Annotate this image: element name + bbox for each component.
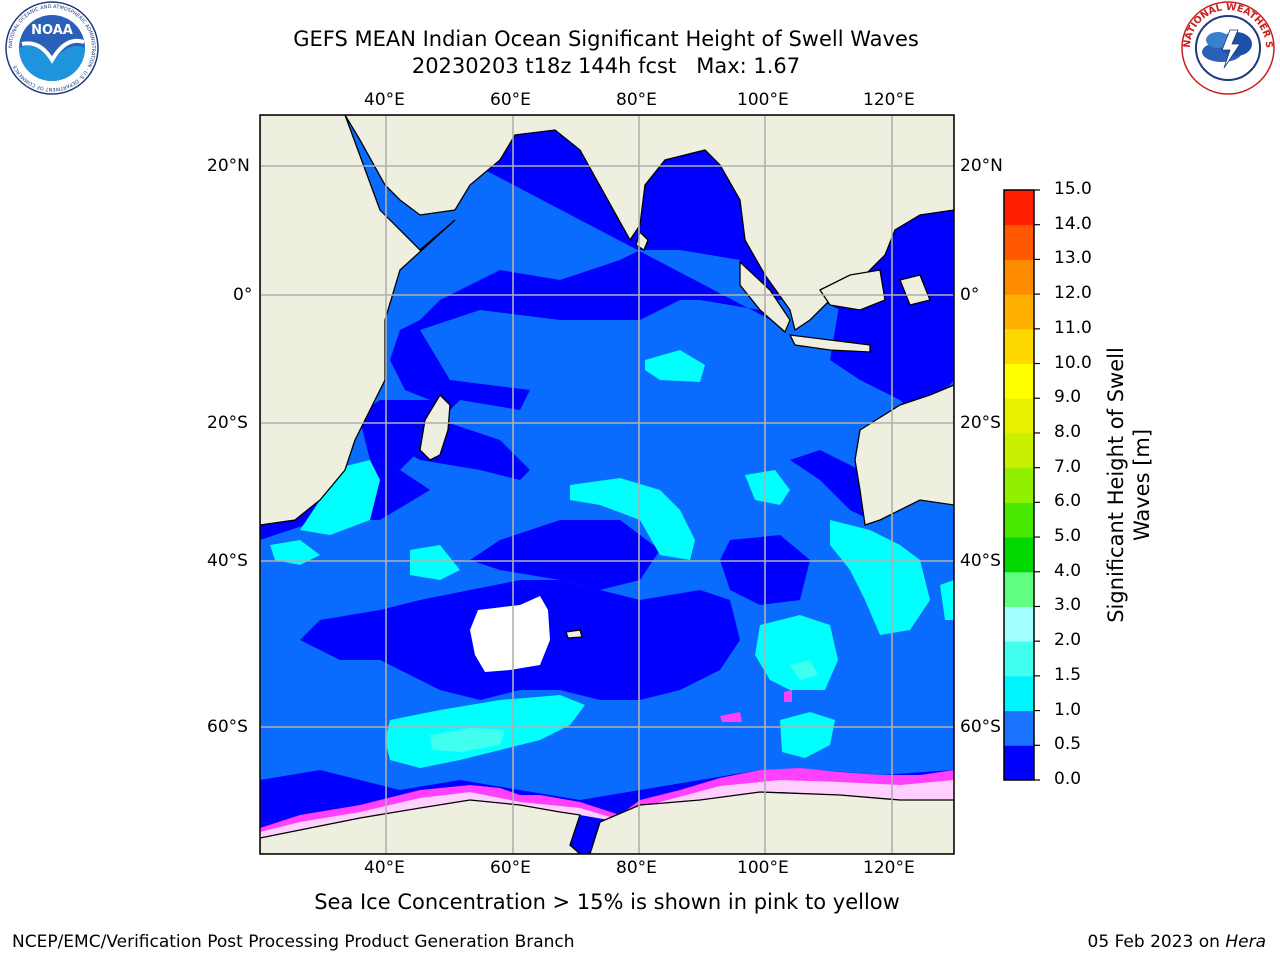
colorbar-segment bbox=[1004, 328, 1034, 365]
colorbar-segment bbox=[1004, 294, 1034, 330]
colorbar-tick-label: 9.0 bbox=[1054, 387, 1082, 408]
colorbar-tick-label: 2.0 bbox=[1054, 630, 1082, 651]
colorbar-tick-label: 11.0 bbox=[1054, 317, 1092, 338]
colorbar-title-line2: Waves [m] bbox=[1130, 428, 1154, 542]
lat-label-left-60s: 60°S bbox=[207, 717, 248, 737]
colorbar-tick-label: 5.0 bbox=[1054, 526, 1082, 547]
footer-credit: NCEP/EMC/Verification Post Processing Pr… bbox=[12, 932, 575, 952]
lon-label-bottom-40e: 40°E bbox=[364, 858, 405, 878]
lat-label-right-20n: 20°N bbox=[960, 156, 1003, 176]
lon-label-bottom-60e: 60°E bbox=[490, 858, 531, 878]
colorbar-segment bbox=[1004, 190, 1034, 226]
sea-ice-fringe bbox=[260, 690, 954, 838]
lon-label-bottom-80e: 80°E bbox=[616, 858, 657, 878]
colorbar-tick-label: 1.0 bbox=[1054, 699, 1082, 720]
footer-date: 05 Feb 2023 on Hera bbox=[1088, 932, 1266, 952]
colorbar-segment bbox=[1004, 363, 1034, 399]
lat-label-right-20s: 20°S bbox=[960, 413, 1001, 433]
colorbar-tick-label: 0.5 bbox=[1054, 734, 1082, 755]
ocean-1-5-2-0 bbox=[430, 660, 818, 752]
nws-logo: NATIONAL WEATHER SERVICE bbox=[1178, 0, 1275, 95]
colorbar-segment bbox=[1004, 710, 1034, 746]
footer-machine: Hera bbox=[1225, 932, 1266, 952]
colorbar-tick-label: 15.0 bbox=[1054, 179, 1092, 199]
map-frame bbox=[259, 114, 955, 855]
lon-label-bottom-100e: 100°E bbox=[737, 858, 789, 878]
missing-data-patch bbox=[470, 596, 550, 672]
colorbar-segment bbox=[1004, 467, 1034, 503]
colorbar-segment bbox=[1004, 675, 1034, 712]
colorbar-tick-label: 10.0 bbox=[1054, 352, 1092, 373]
colorbar-segment bbox=[1004, 537, 1034, 573]
chart-title: GEFS MEAN Indian Ocean Significant Heigh… bbox=[293, 27, 919, 51]
colorbar-segment bbox=[1004, 259, 1034, 295]
colorbar-segment bbox=[1004, 432, 1034, 469]
graticule bbox=[260, 115, 954, 854]
colorbar-tick-label: 0.0 bbox=[1054, 769, 1082, 789]
forecast-run: 20230203 t18z 144h fcst bbox=[411, 54, 677, 78]
lon-label-top-120e: 120°E bbox=[863, 90, 915, 110]
colorbar-segment bbox=[1004, 571, 1034, 607]
lat-label-right-40s: 40°S bbox=[960, 551, 1001, 571]
lon-label-top-60e: 60°E bbox=[490, 90, 531, 110]
lat-label-left-0: 0° bbox=[233, 285, 253, 305]
colorbar-tick-label: 12.0 bbox=[1054, 283, 1092, 304]
colorbar-tick-label: 14.0 bbox=[1054, 213, 1092, 234]
colorbar-tick-label: 8.0 bbox=[1054, 421, 1082, 442]
colorbar-tick-label: 4.0 bbox=[1054, 560, 1082, 581]
lon-label-top-80e: 80°E bbox=[616, 90, 657, 110]
lat-label-left-20s: 20°S bbox=[207, 413, 248, 433]
colorbar-segment bbox=[1004, 606, 1034, 642]
colorbar-tick-label: 6.0 bbox=[1054, 491, 1082, 512]
colorbar bbox=[1003, 189, 1040, 781]
colorbar-tick-label: 13.0 bbox=[1054, 248, 1092, 269]
colorbar-segment bbox=[1004, 641, 1034, 677]
lat-label-right-0: 0° bbox=[960, 285, 980, 305]
colorbar-segment bbox=[1004, 745, 1034, 781]
colorbar-segment bbox=[1004, 398, 1034, 434]
lat-label-right-60s: 60°S bbox=[960, 717, 1001, 737]
svg-text:NOAA: NOAA bbox=[31, 23, 73, 38]
sea-ice-note: Sea Ice Concentration > 15% is shown in … bbox=[314, 890, 900, 914]
footer-date-text: 05 Feb 2023 on bbox=[1087, 932, 1220, 952]
colorbar-segment bbox=[1004, 502, 1034, 538]
colorbar-frame bbox=[1003, 189, 1035, 781]
max-value: Max: 1.67 bbox=[696, 54, 801, 78]
colorbar-segment bbox=[1004, 224, 1034, 260]
colorbar-title-line1: Significant Height of Swell bbox=[1104, 347, 1128, 623]
chart-subtitle: 20230203 t18z 144h fcst Max: 1.67 bbox=[0, 54, 1212, 78]
colorbar-tick-label: 1.5 bbox=[1054, 664, 1082, 685]
colorbar-tick-label: 7.0 bbox=[1054, 456, 1082, 477]
noaa-logo: NOAA NATIONAL OCEANIC AND ATMOSPHERIC AD… bbox=[5, 1, 99, 95]
lat-label-left-40s: 40°S bbox=[207, 551, 248, 571]
colorbar-tick-label: 3.0 bbox=[1054, 595, 1082, 616]
lon-label-top-100e: 100°E bbox=[737, 90, 789, 110]
lat-label-left-20n: 20°N bbox=[207, 156, 250, 176]
lon-label-top-40e: 40°E bbox=[364, 90, 405, 110]
lon-label-bottom-120e: 120°E bbox=[863, 858, 915, 878]
